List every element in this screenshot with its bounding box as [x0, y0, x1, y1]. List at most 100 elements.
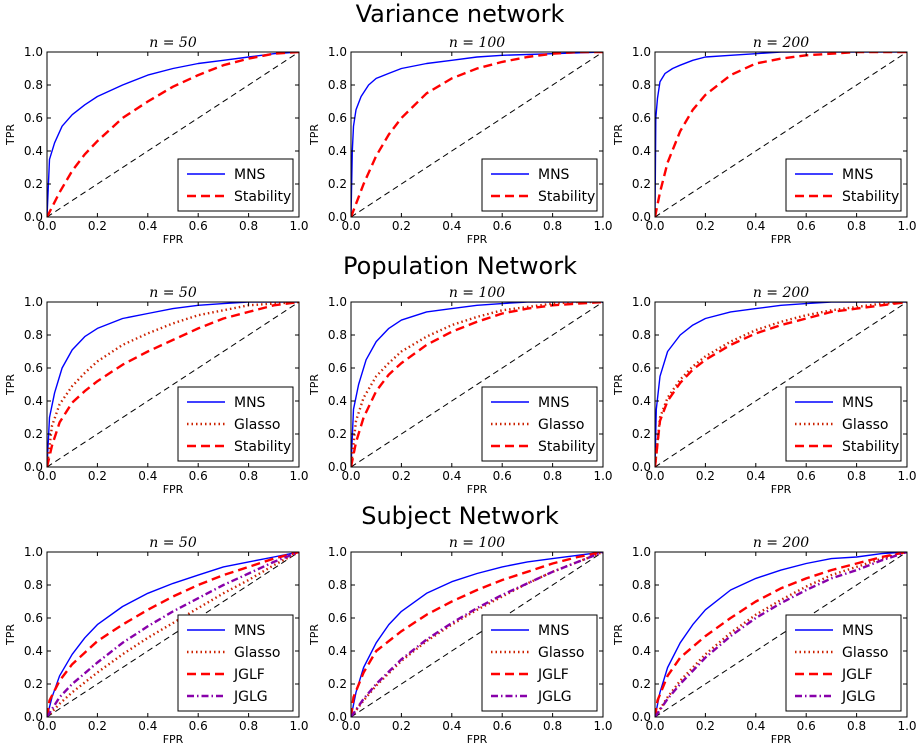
x-tick-label: 1.0	[289, 469, 308, 483]
y-tick-label: 0.4	[632, 644, 651, 658]
diagonal-reference-line	[47, 302, 299, 467]
axes-frame	[46, 51, 300, 218]
y-tick-label: 1.0	[632, 295, 651, 309]
legend-label-stability: Stability	[538, 439, 595, 455]
y-tick-label: 1.0	[24, 545, 43, 559]
x-tick-label: 0.2	[696, 469, 715, 483]
axes-frame	[350, 301, 604, 468]
panel-title: n = 50	[149, 35, 197, 51]
x-tick-label: 0.4	[442, 719, 461, 733]
legend-label-glasso: Glasso	[538, 645, 584, 661]
y-tick-label: 0.8	[328, 78, 347, 92]
series-line-stability	[47, 52, 299, 217]
x-axis-label: FPR	[163, 483, 184, 496]
x-tick-label: 1.0	[289, 219, 308, 233]
series-line-jglg	[351, 552, 603, 717]
legend-label-stability: Stability	[538, 189, 595, 205]
y-tick-label: 0.8	[632, 78, 651, 92]
y-tick-label: 0.8	[328, 328, 347, 342]
legend: MNS Stability	[177, 158, 294, 212]
x-tick-label: 0.0	[645, 219, 664, 233]
roc-panel-5: n = 100 0.0 0.2 0.4 0.6 0.8 1.0 0.0 0.2 0.4 0.6 0.8…	[308, 285, 613, 496]
x-tick-label: 0.0	[341, 469, 360, 483]
legend: MNS Glasso Stability	[785, 386, 902, 462]
axes-frame	[46, 551, 300, 718]
x-tick-label: 0.4	[442, 219, 461, 233]
x-axis-label: FPR	[771, 233, 792, 246]
legend-label-mns: MNS	[842, 395, 874, 411]
legend-label-mns: MNS	[842, 623, 874, 639]
x-tick-label: 0.4	[138, 219, 157, 233]
y-tick-label: 1.0	[632, 545, 651, 559]
panel-title: n = 200	[753, 285, 809, 301]
x-tick-label: 0.6	[493, 219, 512, 233]
x-tick-label: 0.2	[696, 719, 715, 733]
legend-label-jglf: JGLF	[537, 667, 569, 683]
legend-box	[177, 158, 294, 212]
legend-box	[785, 386, 902, 462]
y-tick-label: 0.8	[328, 578, 347, 592]
y-tick-label: 1.0	[24, 295, 43, 309]
panel-title: n = 100	[449, 535, 505, 551]
x-tick-label: 0.6	[493, 719, 512, 733]
y-tick-label: 0.4	[328, 394, 347, 408]
legend-box	[785, 158, 902, 212]
y-tick-label: 0.8	[24, 578, 43, 592]
x-tick-label: 0.2	[392, 219, 411, 233]
series-line-stability	[351, 302, 603, 467]
section-title-population: Population Network	[343, 252, 577, 280]
axes-frame	[654, 301, 908, 468]
y-tick-label: 0.0	[24, 210, 43, 224]
plot-area	[47, 302, 299, 467]
y-axis-label: TPR	[308, 374, 321, 396]
diagonal-reference-line	[351, 302, 603, 467]
y-tick-label: 0.2	[24, 677, 43, 691]
legend-label-mns: MNS	[842, 167, 874, 183]
legend-label-stability: Stability	[842, 189, 899, 205]
x-tick-label: 0.8	[543, 219, 562, 233]
x-tick-label: 0.4	[746, 719, 765, 733]
legend-label-jglg: JGLG	[233, 689, 268, 705]
y-tick-label: 1.0	[328, 45, 347, 59]
plot-area	[655, 552, 907, 717]
legend-box	[481, 386, 598, 462]
y-tick-label: 0.0	[632, 460, 651, 474]
x-tick-label: 0.2	[392, 719, 411, 733]
panel-title: n = 200	[753, 35, 809, 51]
legend: MNS Glasso JGLF JGLG	[481, 614, 598, 712]
y-tick-label: 0.6	[328, 111, 347, 125]
y-tick-label: 0.6	[632, 611, 651, 625]
series-line-mns	[655, 552, 907, 717]
y-axis-label: TPR	[4, 624, 17, 646]
y-tick-label: 0.8	[24, 78, 43, 92]
roc-panel-9: n = 200 0.0 0.2 0.4 0.6 0.8 1.0 0.0 0.2 0.4 0.6 0.8…	[612, 535, 917, 746]
x-axis-label: FPR	[467, 483, 488, 496]
x-tick-label: 1.0	[593, 719, 612, 733]
x-tick-label: 0.4	[746, 219, 765, 233]
x-tick-label: 0.2	[88, 219, 107, 233]
legend-label-jglf: JGLF	[233, 667, 265, 683]
x-tick-label: 0.2	[88, 469, 107, 483]
x-axis-label: FPR	[467, 733, 488, 746]
series-line-jglf	[655, 552, 907, 717]
y-tick-label: 0.0	[24, 710, 43, 724]
series-line-jglg	[47, 552, 299, 717]
x-axis-label: FPR	[163, 733, 184, 746]
roc-panel-4: n = 50 0.0 0.2 0.4 0.6 0.8 1.0 0.0 0.2 0.4 0.6 0.8 1…	[4, 285, 309, 496]
y-tick-label: 0.6	[24, 111, 43, 125]
series-line-glasso	[47, 302, 299, 467]
legend-label-mns: MNS	[538, 623, 570, 639]
x-tick-label: 1.0	[289, 719, 308, 733]
panel-title: n = 200	[753, 535, 809, 551]
panel-title: n = 100	[449, 285, 505, 301]
y-tick-label: 0.6	[632, 111, 651, 125]
x-tick-label: 1.0	[897, 719, 916, 733]
legend-label-mns: MNS	[538, 167, 570, 183]
diagonal-reference-line	[655, 52, 907, 217]
legend-box	[481, 158, 598, 212]
legend-label-jglg: JGLG	[841, 689, 876, 705]
x-tick-label: 0.6	[797, 219, 816, 233]
y-tick-label: 0.2	[632, 427, 651, 441]
x-tick-label: 0.6	[797, 719, 816, 733]
